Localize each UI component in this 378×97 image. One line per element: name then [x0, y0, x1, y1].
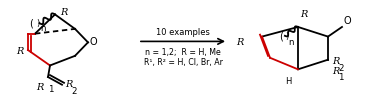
Text: O: O: [90, 37, 98, 47]
Text: R: R: [332, 57, 339, 66]
Text: 2: 2: [71, 87, 76, 96]
Text: n: n: [288, 38, 293, 47]
Text: R: R: [37, 83, 44, 92]
Text: 2: 2: [338, 64, 344, 73]
Text: (: (: [279, 32, 283, 42]
Text: H: H: [286, 77, 292, 86]
Text: 1: 1: [48, 85, 54, 94]
Text: ): ): [36, 19, 40, 28]
Text: R: R: [65, 80, 72, 89]
Text: ): ): [285, 32, 288, 41]
Text: 10 examples: 10 examples: [156, 28, 210, 37]
Text: R: R: [60, 8, 67, 17]
Text: n: n: [40, 24, 46, 33]
Text: O: O: [343, 16, 351, 26]
Text: n = 1,2;  R = H, Me: n = 1,2; R = H, Me: [145, 48, 221, 57]
Text: R: R: [17, 48, 24, 56]
Text: (: (: [29, 18, 33, 28]
Text: R: R: [332, 67, 339, 76]
Text: R: R: [237, 38, 244, 47]
Text: R: R: [300, 10, 307, 19]
Text: 1: 1: [338, 73, 344, 82]
Text: R¹, R² = H, Cl, Br, Ar: R¹, R² = H, Cl, Br, Ar: [144, 58, 222, 67]
